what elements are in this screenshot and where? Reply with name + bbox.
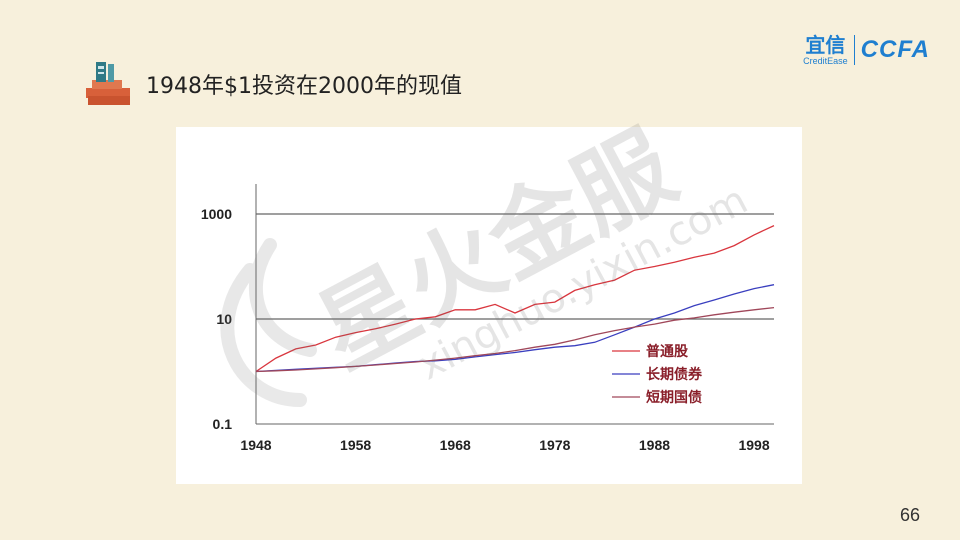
logo-divider [853, 35, 855, 65]
x-tick-label: 1968 [440, 437, 471, 453]
books-icon [86, 62, 130, 105]
x-tick-label: 1988 [639, 437, 670, 453]
brand-logo: 宜信 CreditEase CCFA [803, 34, 930, 66]
page-number: 66 [899, 505, 920, 525]
x-tick-label: 1978 [539, 437, 570, 453]
y-tick-label: 0.1 [213, 416, 233, 432]
logo-en-text: CreditEase [803, 56, 848, 66]
y-tick-label: 1000 [201, 206, 232, 222]
legend-label: 短期国债 [646, 389, 702, 406]
page-title: 1948年$1投资在2000年的现值 [146, 74, 462, 99]
line-chart: 1948 1958 1968 1978 1988 1998 1000 10 0.1 普通股长期… [201, 184, 775, 453]
legend-label: 普通股 [646, 343, 689, 360]
series-line-1 [255, 225, 775, 373]
logo-cn-text: 宜信 [805, 33, 846, 57]
creditease-logo: 宜信 CreditEase [803, 34, 848, 66]
y-tick-label: 10 [216, 311, 232, 327]
chart-panel: 1948 1958 1968 1978 1988 1998 1000 10 0.1 普通股长期… [176, 127, 802, 484]
series-line-3 [255, 306, 775, 373]
ccfa-logo: CCFA [860, 36, 930, 63]
slide-header: 1948年$1投资在2000年的现值 [84, 60, 462, 108]
x-tick-label: 1998 [738, 437, 769, 453]
x-tick-label: 1948 [240, 437, 271, 453]
x-tick-label: 1958 [340, 437, 371, 453]
legend-label: 长期债券 [646, 366, 703, 383]
series-line-2 [255, 284, 775, 373]
